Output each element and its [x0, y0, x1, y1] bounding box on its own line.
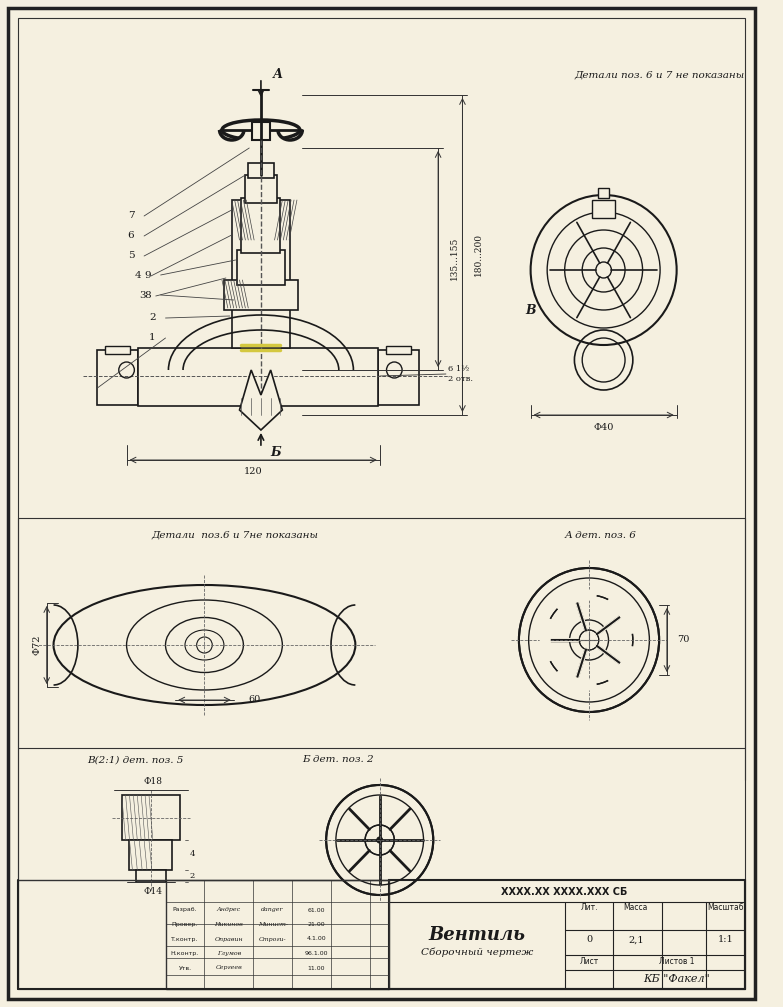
Text: 3: 3 [139, 291, 146, 300]
Text: Минист-: Минист- [258, 922, 287, 927]
Text: 60: 60 [248, 696, 261, 705]
Text: 120: 120 [244, 467, 262, 476]
Text: Ф40: Ф40 [594, 424, 614, 432]
Text: Т.контр.: Т.контр. [171, 937, 199, 942]
Text: 4: 4 [189, 850, 195, 858]
Text: А: А [272, 68, 283, 82]
Text: 1:1: 1:1 [717, 936, 733, 945]
Bar [121, 795, 180, 840]
Bar [377, 350, 419, 405]
Text: 135...155: 135...155 [449, 237, 459, 280]
Text: Ф72: Ф72 [33, 634, 41, 656]
Ellipse shape [127, 600, 283, 690]
Bar [136, 870, 165, 882]
Text: ХХХХ.ХХ ХХХХ.ХХХ СБ: ХХХХ.ХХ ХХХХ.ХХХ СБ [501, 887, 628, 897]
Bar [105, 346, 131, 354]
Bar [252, 122, 269, 140]
Text: 1: 1 [149, 333, 156, 342]
Text: Оправин: Оправин [215, 937, 243, 942]
Text: Детали поз. 6 и 7 не показаны: Детали поз. 6 и 7 не показаны [575, 70, 745, 80]
Text: Ф14: Ф14 [143, 887, 162, 896]
Bar [139, 348, 377, 406]
Text: 11.00: 11.00 [308, 966, 325, 971]
Bar [248, 163, 273, 178]
Bar [232, 200, 290, 348]
Ellipse shape [165, 617, 244, 673]
Text: КБ "Факел": КБ "Факел" [644, 974, 710, 984]
Text: Никинов: Никинов [215, 922, 244, 927]
Text: Масса: Масса [623, 903, 648, 912]
Text: Б дет. поз. 2: Б дет. поз. 2 [301, 755, 373, 764]
Bar [129, 840, 172, 870]
Bar [385, 346, 411, 354]
Text: Листов 1: Листов 1 [659, 958, 695, 967]
Text: Масштаб: Масштаб [707, 903, 744, 912]
Text: 8: 8 [144, 290, 151, 299]
Text: В: В [525, 303, 536, 316]
Bar [389, 880, 745, 989]
Text: 6: 6 [128, 232, 135, 241]
Text: Разраб.: Разраб. [173, 907, 197, 912]
Ellipse shape [185, 630, 224, 660]
Text: Лит.: Лит. [580, 903, 597, 912]
Text: danger: danger [262, 907, 284, 912]
Text: Б: Б [271, 445, 281, 458]
Text: Глумов: Глумов [217, 951, 241, 956]
Ellipse shape [53, 585, 355, 705]
Bar [97, 350, 139, 405]
Text: Ф18: Ф18 [143, 777, 162, 786]
Text: 2: 2 [149, 313, 156, 322]
Bar [224, 280, 298, 310]
Text: Детали  поз.6 и 7не показаны: Детали поз.6 и 7не показаны [151, 531, 318, 540]
Text: 61.00: 61.00 [308, 907, 325, 912]
Text: Строги-: Строги- [259, 937, 287, 942]
Text: 6 1½
2 отв.: 6 1½ 2 отв. [448, 366, 473, 383]
Text: Сборочный чертеж: Сборочный чертеж [421, 948, 533, 957]
Text: 9: 9 [144, 271, 151, 280]
Circle shape [377, 837, 383, 843]
Text: 0: 0 [586, 936, 592, 945]
Text: Н.контр.: Н.контр. [171, 951, 199, 956]
Bar [241, 198, 280, 253]
Bar [236, 250, 285, 285]
Text: Андрес: Андрес [217, 907, 241, 912]
Text: Сергеев: Сергеев [215, 966, 242, 971]
Text: 2: 2 [189, 872, 195, 880]
Polygon shape [240, 370, 283, 430]
Bar [592, 200, 615, 218]
Bar [165, 880, 389, 989]
Bar [597, 188, 609, 198]
Text: А дет. поз. 6: А дет. поз. 6 [565, 531, 637, 540]
Text: 180...200: 180...200 [474, 234, 483, 277]
Text: Провер.: Провер. [171, 922, 198, 927]
Bar [245, 175, 276, 203]
Text: 21.00: 21.00 [308, 922, 325, 927]
Text: Утв.: Утв. [179, 966, 192, 971]
Text: 4: 4 [135, 272, 141, 281]
Text: 70: 70 [677, 635, 689, 644]
Text: Лист: Лист [579, 958, 599, 967]
Text: 7: 7 [128, 211, 135, 221]
Text: 5: 5 [128, 252, 135, 261]
Text: Вентиль: Вентиль [428, 926, 525, 944]
Text: 4.1.00: 4.1.00 [307, 937, 327, 942]
Text: 2,1: 2,1 [628, 936, 644, 945]
Text: В(2:1) дет. поз. 5: В(2:1) дет. поз. 5 [88, 755, 184, 764]
Text: 96.1.00: 96.1.00 [305, 951, 328, 956]
